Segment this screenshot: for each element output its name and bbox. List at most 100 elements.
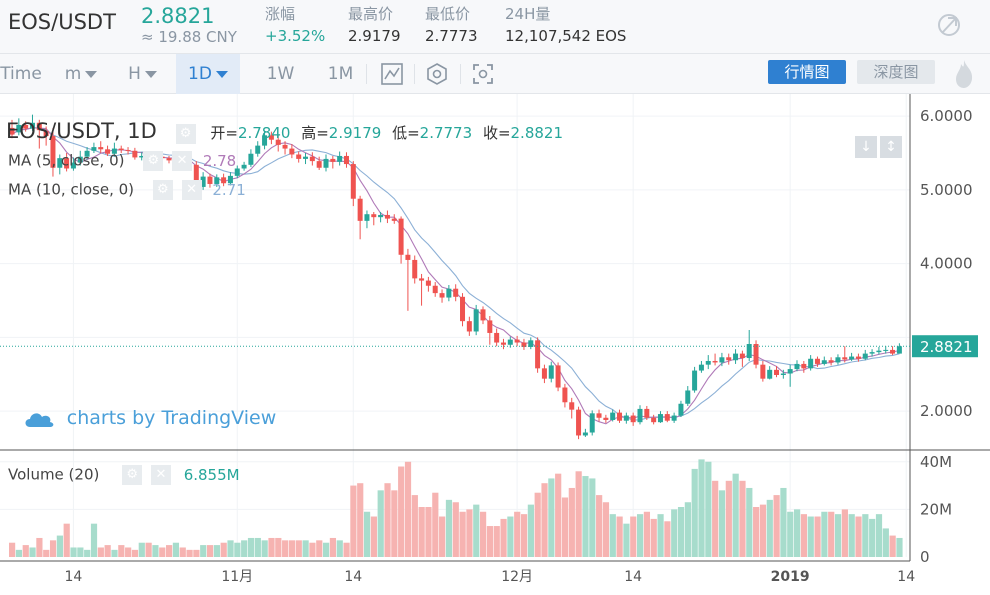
volume-bar	[650, 518, 657, 557]
interval-time-label: Time	[0, 64, 42, 84]
volume-bar	[691, 468, 698, 557]
interval-time[interactable]: Time	[0, 54, 42, 94]
volume-bar	[295, 540, 302, 557]
volume-bar	[684, 502, 691, 557]
gear-icon[interactable]: ⚙	[122, 465, 143, 485]
fullscreen-icon	[473, 64, 493, 84]
volume-bar	[43, 549, 50, 557]
volume-bar	[602, 502, 610, 557]
volume-bar	[186, 549, 193, 557]
candle-body	[849, 356, 855, 360]
volume-bar	[247, 537, 255, 557]
chart-type-button[interactable]	[374, 54, 410, 94]
candle-body	[869, 352, 875, 354]
price-tick-label: 6.0000	[920, 107, 973, 125]
price-chart[interactable]: 2.8821 6.0000 5.0000 4.0000 2.0000 40M 20M 0 14 1…	[0, 94, 990, 591]
volume-bar	[793, 509, 801, 557]
volume-bar	[848, 514, 855, 557]
candle-body	[726, 357, 732, 361]
volume-bar	[787, 511, 794, 557]
volume-bar	[486, 526, 494, 557]
close-icon[interactable]: ✕	[172, 151, 193, 171]
candle-body	[480, 309, 486, 321]
tab-depth-chart[interactable]: 深度图	[857, 60, 935, 84]
candle-body	[50, 136, 56, 168]
price-cny: ≈ 19.88 CNY	[141, 28, 237, 46]
time-tick-label: 14	[65, 569, 83, 585]
volume-bar	[118, 545, 125, 557]
candle-body	[364, 214, 370, 221]
candle-body	[193, 164, 199, 187]
candle-body	[705, 360, 711, 365]
scale-fit-button[interactable]: ↕	[880, 136, 902, 158]
flame-icon[interactable]	[952, 58, 976, 90]
volume-bar	[200, 545, 207, 557]
time-tick-label: 11月	[221, 569, 253, 585]
candle-body	[712, 360, 718, 363]
volume-bar	[452, 502, 459, 557]
interval-1w[interactable]: 1W	[258, 54, 303, 94]
ma5-name: MA (5, close, 0)	[8, 151, 125, 170]
screenshot-button[interactable]	[466, 54, 500, 94]
interval-1m[interactable]: 1M	[318, 54, 363, 94]
symbol-title: EOS/USDT, 1D	[6, 119, 157, 143]
candle-body	[603, 417, 609, 420]
candle-body	[596, 413, 602, 418]
volume-tick-label: 40M	[920, 453, 952, 471]
candle-body	[739, 353, 745, 359]
candle-body	[282, 144, 288, 149]
volume-bar	[889, 535, 896, 557]
scale-down-button[interactable]: ↓	[855, 136, 877, 158]
candle-body	[84, 150, 90, 157]
tab-market-chart[interactable]: 行情图	[768, 60, 846, 84]
volume-bar	[206, 545, 214, 557]
ohlc-open-value: 2.7840	[237, 124, 291, 142]
candle-body	[644, 408, 650, 418]
indicators-button[interactable]	[420, 54, 454, 94]
volume-bar	[712, 480, 719, 557]
candle-body	[214, 177, 220, 184]
volume-bar	[541, 483, 548, 557]
toolbar-divider	[366, 64, 367, 84]
volume-bar	[548, 478, 555, 557]
volume-bar	[261, 540, 268, 557]
volume-bar	[834, 514, 842, 557]
candle-body	[555, 365, 561, 388]
candle-body	[692, 370, 698, 391]
volume-bar	[561, 497, 569, 557]
candle-body	[166, 158, 172, 161]
close-icon[interactable]: ✕	[181, 180, 202, 200]
volume-bar	[220, 542, 227, 557]
candle-body	[657, 414, 663, 423]
volume-bar	[343, 542, 350, 557]
ma5-legend: MA (5, close, 0) ⚙ ✕ 2.78	[8, 151, 236, 171]
candle-body	[842, 357, 848, 360]
interval-minutes[interactable]: m	[56, 54, 106, 94]
candle-body	[794, 363, 800, 370]
volume-tick-label: 0	[920, 548, 930, 566]
chart-canvas[interactable]: 2.8821 6.0000 5.0000 4.0000 2.0000 40M 20M 0 14 1…	[0, 94, 990, 591]
volume-bar	[664, 521, 671, 557]
chart-toolbar: Time m H 1D 1W 1M 行情图 深度图	[0, 54, 990, 94]
candle-body	[576, 409, 582, 436]
volume-bar	[254, 537, 261, 557]
volume-tick-label: 20M	[920, 500, 952, 518]
price-tick-label: 5.0000	[920, 181, 973, 199]
gear-icon[interactable]: ⚙	[143, 151, 164, 171]
last-price: 2.8821	[141, 4, 215, 28]
interval-hours[interactable]: H	[120, 54, 165, 94]
interval-1d[interactable]: 1D	[176, 54, 240, 94]
settings-icon[interactable]	[934, 10, 964, 40]
volume-name: Volume (20)	[8, 465, 100, 484]
close-icon[interactable]: ✕	[150, 465, 171, 485]
volume-bar	[636, 514, 644, 557]
interval-1w-label: 1W	[266, 64, 295, 84]
gear-icon[interactable]: ⚙	[175, 123, 196, 144]
candle-body	[70, 162, 76, 169]
tradingview-watermark[interactable]: charts by TradingView	[22, 407, 276, 431]
ohlc-low-label: 低=	[392, 124, 420, 142]
candle-body	[405, 254, 411, 260]
gear-icon[interactable]: ⚙	[152, 180, 173, 200]
volume-bar	[759, 504, 767, 557]
candle-body	[651, 417, 657, 423]
